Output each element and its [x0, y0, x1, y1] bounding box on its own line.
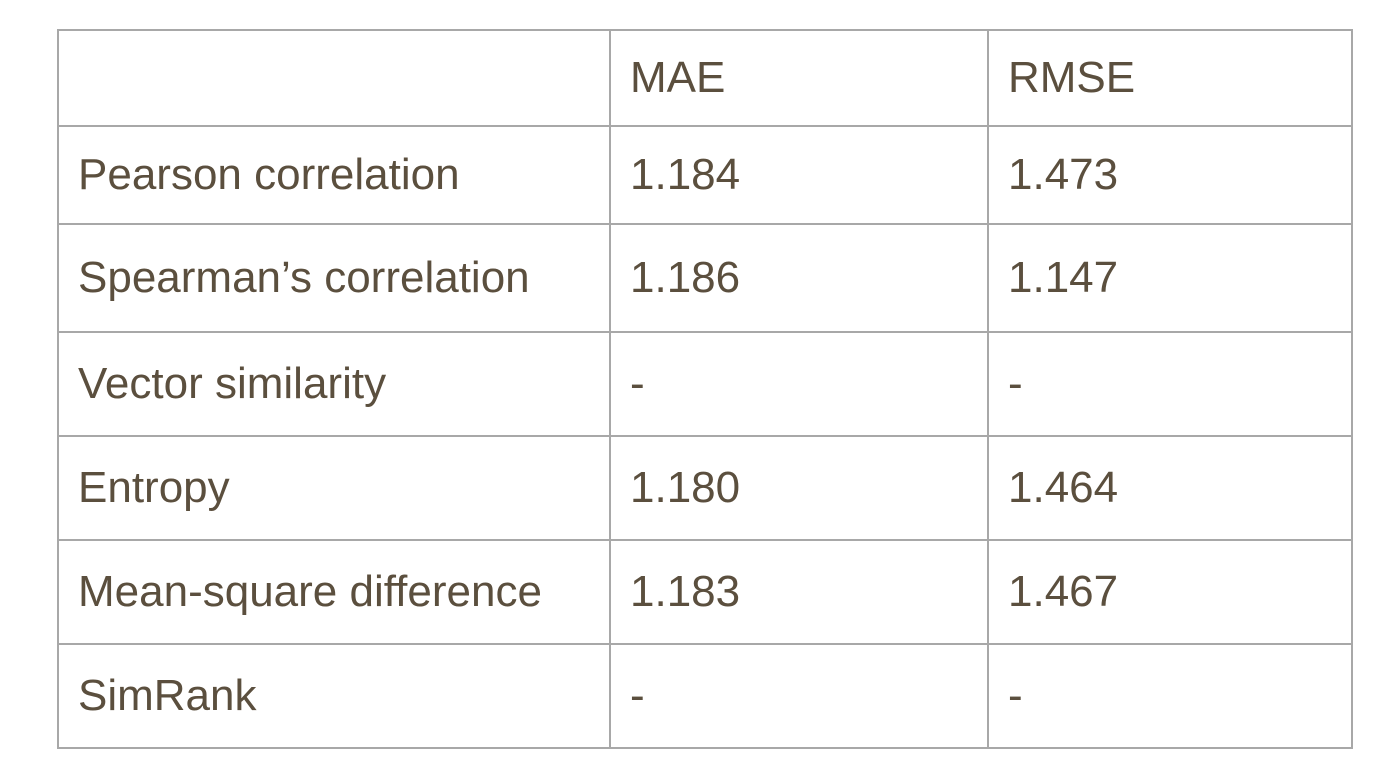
row-label: Vector similarity	[57, 331, 611, 437]
table-row: Spearman’s correlation 1.186 1.147	[57, 223, 1353, 333]
rmse-value: -	[987, 643, 1353, 749]
header-cell-empty	[57, 29, 611, 127]
row-label: Pearson correlation	[57, 125, 611, 225]
rmse-value: 1.467	[987, 539, 1353, 645]
rmse-value: 1.464	[987, 435, 1353, 541]
table-row: Vector similarity - -	[57, 331, 1353, 437]
table-row: Mean-square difference 1.183 1.467	[57, 539, 1353, 645]
row-label: Mean-square difference	[57, 539, 611, 645]
mae-value: 1.184	[609, 125, 989, 225]
header-cell-mae: MAE	[609, 29, 989, 127]
results-table-container: MAE RMSE Pearson correlation 1.184 1.473…	[57, 29, 1353, 749]
header-cell-rmse: RMSE	[987, 29, 1353, 127]
table-header-row: MAE RMSE	[57, 29, 1353, 127]
mae-value: 1.183	[609, 539, 989, 645]
row-label: SimRank	[57, 643, 611, 749]
mae-value: -	[609, 643, 989, 749]
row-label: Spearman’s correlation	[57, 223, 611, 333]
table-row: Pearson correlation 1.184 1.473	[57, 125, 1353, 225]
row-label: Entropy	[57, 435, 611, 541]
mae-value: 1.180	[609, 435, 989, 541]
results-table: MAE RMSE Pearson correlation 1.184 1.473…	[57, 29, 1353, 749]
rmse-value: -	[987, 331, 1353, 437]
mae-value: 1.186	[609, 223, 989, 333]
table-row: Entropy 1.180 1.464	[57, 435, 1353, 541]
rmse-value: 1.147	[987, 223, 1353, 333]
mae-value: -	[609, 331, 989, 437]
table-row: SimRank - -	[57, 643, 1353, 749]
rmse-value: 1.473	[987, 125, 1353, 225]
